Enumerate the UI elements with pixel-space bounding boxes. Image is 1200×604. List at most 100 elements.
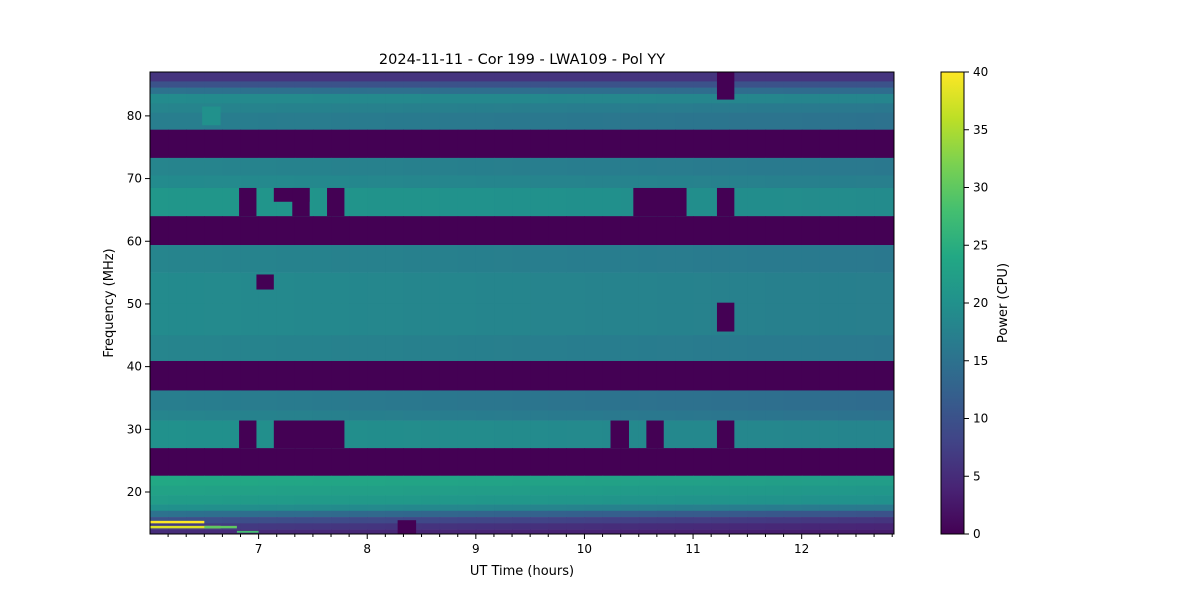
heatmap-cell bbox=[584, 495, 604, 505]
heatmap-cell bbox=[765, 504, 785, 512]
heatmap-cell bbox=[638, 245, 658, 273]
heatmap-cell bbox=[530, 87, 549, 95]
y-tick-label: 50 bbox=[127, 297, 142, 311]
heatmap-cell bbox=[475, 112, 495, 130]
heatmap-cell bbox=[548, 72, 567, 82]
heatmap-cell bbox=[530, 81, 549, 88]
heatmap-cell bbox=[349, 87, 368, 95]
heatmap-cell bbox=[819, 475, 839, 487]
heatmap-cell bbox=[168, 335, 187, 362]
heatmap-cell bbox=[675, 475, 694, 487]
heatmap-cell bbox=[620, 529, 640, 535]
heatmap-cell bbox=[856, 87, 875, 95]
heatmap-cell bbox=[367, 475, 386, 487]
heatmap-cell bbox=[765, 410, 785, 421]
heatmap-cell bbox=[512, 523, 531, 530]
heatmap-cell bbox=[168, 93, 187, 104]
heatmap-cell bbox=[222, 87, 242, 95]
heatmap-patch bbox=[204, 525, 237, 529]
heatmap-cell bbox=[656, 272, 676, 305]
heatmap-cell bbox=[276, 87, 296, 95]
heatmap-cell bbox=[801, 504, 821, 512]
heatmap-cell bbox=[331, 390, 350, 411]
heatmap-cell bbox=[312, 495, 332, 505]
heatmap-cell bbox=[276, 129, 296, 159]
heatmap-cell bbox=[566, 129, 586, 159]
heatmap-cell bbox=[838, 81, 857, 88]
heatmap-cell bbox=[747, 72, 767, 82]
heatmap-cell bbox=[186, 420, 205, 449]
heatmap-cell bbox=[222, 517, 242, 524]
heatmap-cell bbox=[620, 157, 640, 176]
heatmap-cell bbox=[602, 485, 622, 496]
heatmap-cell bbox=[150, 517, 169, 524]
heatmap-cell bbox=[765, 81, 785, 88]
heatmap-cell bbox=[530, 475, 549, 487]
heatmap-cell bbox=[783, 93, 803, 104]
heatmap-cell bbox=[276, 504, 296, 512]
heatmap-cell bbox=[331, 81, 350, 88]
heatmap-cell bbox=[729, 410, 748, 421]
heatmap-cell bbox=[856, 504, 875, 512]
heatmap-cell bbox=[765, 510, 785, 518]
heatmap-cell bbox=[349, 523, 368, 530]
heatmap-cell bbox=[819, 335, 839, 362]
heatmap-cell bbox=[186, 335, 205, 362]
heatmap-cell bbox=[747, 510, 767, 518]
heatmap-cell bbox=[475, 175, 495, 189]
heatmap-cell bbox=[838, 523, 857, 530]
heatmap-cell bbox=[258, 103, 278, 114]
heatmap-cell bbox=[693, 175, 712, 189]
heatmap-cell bbox=[856, 129, 875, 159]
heatmap-cell bbox=[349, 129, 368, 159]
heatmap-cell bbox=[168, 81, 187, 88]
heatmap-cell bbox=[693, 87, 712, 95]
heatmap-cell bbox=[530, 335, 549, 362]
heatmap-cell bbox=[819, 510, 839, 518]
heatmap-cell bbox=[530, 504, 549, 512]
heatmap-cell bbox=[512, 303, 531, 336]
heatmap-cell bbox=[240, 272, 260, 305]
heatmap-cell bbox=[240, 81, 260, 88]
heatmap-cell bbox=[892, 495, 895, 505]
heatmap-cell bbox=[150, 504, 169, 512]
heatmap-cell bbox=[168, 529, 187, 535]
heatmap-cell bbox=[439, 93, 459, 104]
heatmap-cell bbox=[294, 448, 314, 477]
heatmap-cell bbox=[602, 390, 622, 411]
heatmap-cell bbox=[421, 495, 441, 505]
heatmap-cell bbox=[494, 129, 513, 159]
heatmap-cell bbox=[312, 245, 332, 273]
heatmap-cell bbox=[367, 112, 386, 130]
heatmap-cell bbox=[276, 103, 296, 114]
heatmap-cell bbox=[421, 475, 441, 487]
heatmap-cell bbox=[747, 529, 767, 535]
heatmap-cell bbox=[783, 87, 803, 95]
heatmap-cell bbox=[385, 272, 404, 305]
heatmap-cell bbox=[367, 187, 386, 217]
heatmap-cell bbox=[204, 175, 223, 189]
heatmap-cell bbox=[530, 390, 549, 411]
heatmap-cell bbox=[168, 303, 187, 336]
heatmap-cell bbox=[747, 475, 767, 487]
heatmap-cell bbox=[367, 504, 386, 512]
heatmap-cell bbox=[276, 303, 296, 336]
heatmap-cell bbox=[349, 335, 368, 362]
heatmap-cell bbox=[421, 523, 441, 530]
heatmap-cell bbox=[747, 216, 767, 246]
x-axis-label: UT Time (hours) bbox=[470, 564, 574, 579]
heatmap-cell bbox=[457, 216, 477, 246]
heatmap-cell bbox=[693, 485, 712, 496]
heatmap-cell bbox=[367, 175, 386, 189]
heatmap-cell bbox=[222, 112, 242, 130]
heatmap-cell bbox=[258, 510, 278, 518]
heatmap-cell bbox=[475, 335, 495, 362]
heatmap-cell bbox=[729, 504, 748, 512]
heatmap-cell bbox=[331, 157, 350, 176]
heatmap-cell bbox=[819, 410, 839, 421]
heatmap-cell bbox=[276, 523, 296, 530]
heatmap-cell bbox=[258, 81, 278, 88]
heatmap-cell bbox=[711, 495, 730, 505]
heatmap-cell bbox=[765, 335, 785, 362]
heatmap-cell bbox=[584, 448, 604, 477]
